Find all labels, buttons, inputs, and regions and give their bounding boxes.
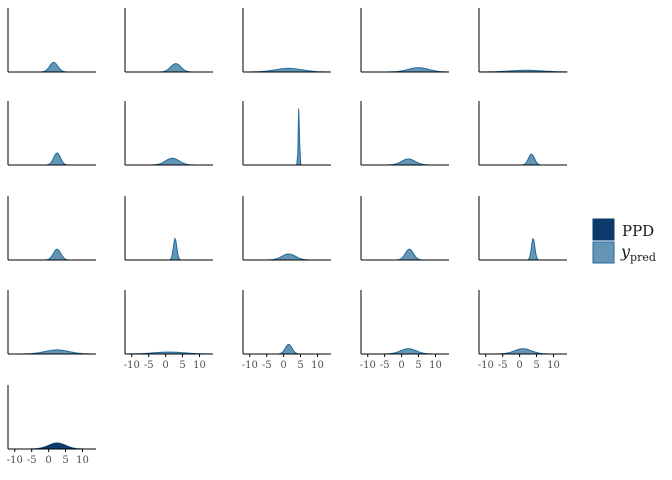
legend-label-ypred-subscript: pred	[630, 251, 656, 264]
x-tick-label: 10	[193, 360, 206, 371]
x-tick-label: -5	[498, 360, 508, 371]
density-area-ypred	[243, 67, 331, 73]
density-area-ypred	[8, 248, 96, 261]
facet-panel	[124, 8, 213, 73]
density-area-ypred	[243, 343, 331, 355]
facet-panel	[124, 196, 213, 261]
facet-panel	[360, 101, 449, 166]
facet-panel	[7, 101, 96, 166]
x-tick-label: 0	[45, 455, 51, 466]
density-area-ypred	[125, 63, 213, 73]
density-area-ypred	[361, 348, 449, 355]
facet-panel	[242, 8, 331, 73]
facet-panel	[242, 196, 331, 261]
legend-label-ppd: PPD	[622, 222, 654, 240]
x-tick-label: -10	[360, 360, 376, 371]
facet-panel	[7, 290, 96, 355]
facet-panel	[242, 101, 331, 166]
x-tick-label: 0	[398, 360, 404, 371]
density-area-ypred	[243, 108, 331, 166]
x-tick-label: 5	[62, 455, 68, 466]
facet-panel	[360, 196, 449, 261]
legend-key-ypred	[592, 241, 615, 264]
x-tick-label: -5	[27, 455, 37, 466]
x-tick-label: 10	[311, 360, 324, 371]
legend-label-ypred-main: y	[620, 242, 631, 261]
x-tick-label: -10	[242, 360, 258, 371]
x-tick-label: 5	[533, 360, 539, 371]
x-tick-label: 0	[162, 360, 168, 371]
density-area-ypred	[243, 253, 331, 261]
density-area-ypred	[125, 157, 213, 166]
facet-panel: -10 -5 0 5 10	[242, 290, 331, 371]
facet-panel: -10 -5 0 5 10	[124, 290, 213, 371]
density-area-ypred	[125, 237, 213, 261]
x-tick-label: 10	[76, 455, 89, 466]
facet-panel	[360, 8, 450, 73]
density-area-ypred	[361, 158, 449, 166]
density-area-ypred	[479, 153, 567, 166]
x-tick-label: 10	[429, 360, 442, 371]
facet-panel	[478, 8, 568, 73]
legend: PPD ypred	[592, 218, 656, 264]
facet-panel	[478, 196, 567, 261]
facet-panel	[7, 196, 96, 261]
x-tick-label: -10	[478, 360, 494, 371]
x-tick-label: 5	[415, 360, 421, 371]
x-tick-label: 0	[280, 360, 286, 371]
density-area-ppd	[8, 442, 96, 450]
facet-panel: -10 -5 0 5 10	[478, 290, 567, 371]
panels-group: -10 -5 0 5 10 -10 -5 0 5 10 -10 -5 0 5 10 -10 -5 0 5 10-10-…	[7, 8, 568, 466]
x-tick-label: -5	[380, 360, 390, 371]
density-area-ypred	[361, 248, 449, 261]
facet-panel: -10 -5 0 5 10	[7, 385, 96, 466]
legend-label-ypred: ypred	[620, 242, 656, 264]
facet-panel: -10 -5 0 5 10	[360, 290, 449, 371]
facet-panel	[7, 8, 96, 73]
density-area-ypred	[361, 67, 450, 73]
x-tick-label: -10	[7, 455, 23, 466]
x-tick-label: -10	[124, 360, 140, 371]
density-area-ypred	[8, 61, 96, 73]
facet-panel	[478, 101, 567, 166]
density-area-ypred	[479, 348, 567, 355]
facet-panel	[124, 101, 213, 166]
x-tick-label: -5	[262, 360, 272, 371]
x-tick-label: 10	[547, 360, 560, 371]
x-tick-label: 5	[179, 360, 185, 371]
x-tick-label: 5	[297, 360, 303, 371]
density-area-ypred	[8, 152, 96, 166]
density-area-ypred	[8, 349, 96, 355]
x-tick-label: -5	[144, 360, 154, 371]
legend-key-ppd	[592, 218, 615, 241]
x-tick-label: 0	[516, 360, 522, 371]
density-area-ypred	[479, 237, 567, 261]
